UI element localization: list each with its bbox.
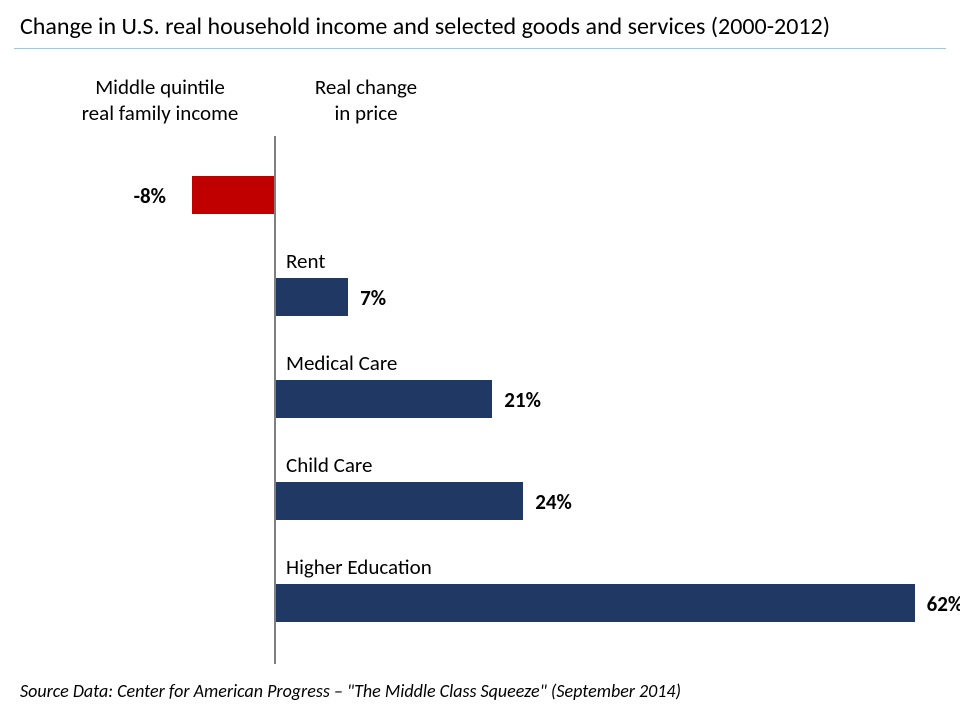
right-column-header: Real change in price xyxy=(286,74,446,127)
bar-medical xyxy=(276,380,492,418)
bar-rent xyxy=(276,278,348,316)
right-header-line1: Real change xyxy=(315,74,417,100)
source-citation: Source Data: Center for American Progres… xyxy=(20,680,681,702)
bar-label-medical: Medical Care xyxy=(286,350,397,376)
bar-income xyxy=(192,176,274,214)
bar-value-income: -8% xyxy=(134,183,166,209)
title-underline xyxy=(14,48,946,49)
right-header-line2: in price xyxy=(334,100,397,126)
bar-childcare xyxy=(276,482,523,520)
bar-value-higher-ed: 62% xyxy=(927,591,960,617)
bar-label-rent: Rent xyxy=(286,248,325,274)
left-header-line1: Middle quintile xyxy=(95,74,225,100)
bar-higher-ed xyxy=(276,584,915,622)
bar-value-rent: 7% xyxy=(360,285,386,311)
bar-value-childcare: 24% xyxy=(535,489,572,515)
bar-label-childcare: Child Care xyxy=(286,452,372,478)
chart-title: Change in U.S. real household income and… xyxy=(20,12,830,41)
bar-value-medical: 21% xyxy=(504,387,541,413)
chart-page: Change in U.S. real household income and… xyxy=(0,0,960,720)
left-header-line2: real family income xyxy=(82,100,239,126)
left-column-header: Middle quintile real family income xyxy=(60,74,260,127)
bar-label-higher-ed: Higher Education xyxy=(286,554,432,580)
